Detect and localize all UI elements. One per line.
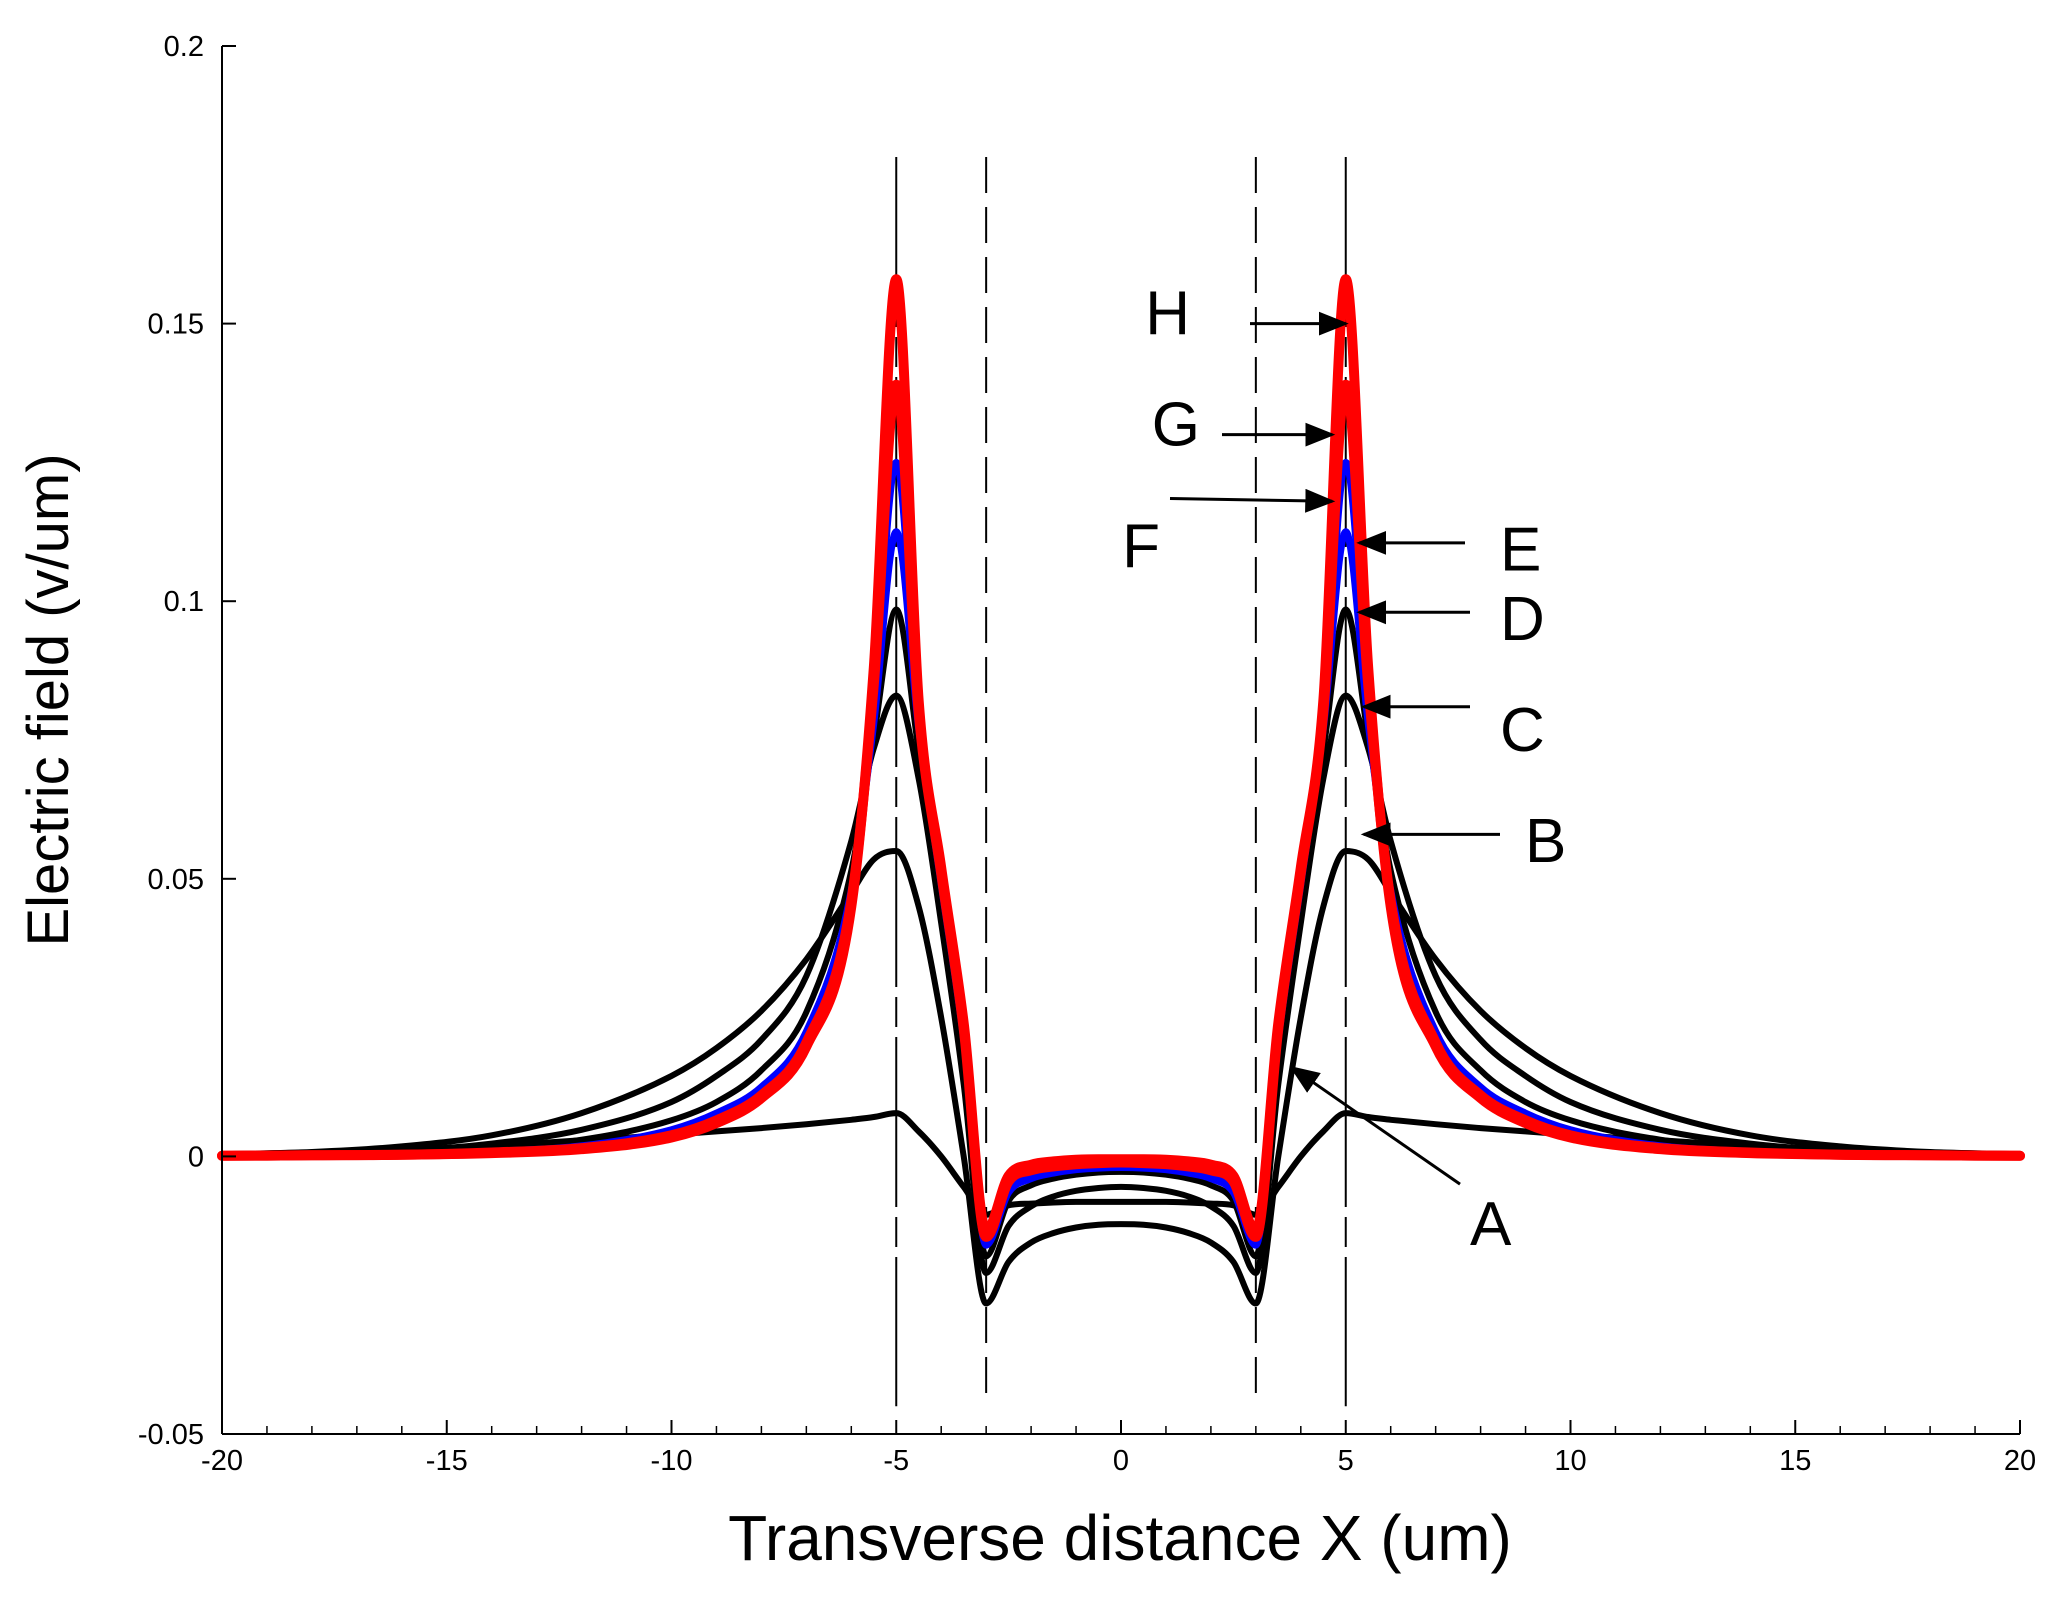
annotation-label-e: E	[1500, 515, 1541, 584]
x-tick-label: 10	[1554, 1445, 1586, 1477]
curves	[217, 274, 2025, 1307]
y-tick-label: 0.05	[148, 864, 204, 896]
annotation-label-g: G	[1152, 391, 1200, 460]
annotation-label-b: B	[1525, 807, 1566, 876]
x-axis-title: Transverse distance X (um)	[728, 1502, 1512, 1574]
annotation-arrow-f	[1169, 488, 1336, 513]
y-tick-label: -0.05	[138, 1419, 204, 1451]
series-b-line	[219, 848, 2023, 1307]
x-tick-label: 20	[2004, 1445, 2036, 1477]
x-tick-label: 5	[1338, 1445, 1354, 1477]
series-c-line	[219, 692, 2023, 1276]
series-a-line	[219, 1110, 2023, 1218]
y-tick-label: 0.1	[164, 586, 204, 618]
annotation-arrow-a	[1289, 1065, 1461, 1186]
x-tick-label: -15	[426, 1445, 468, 1477]
x-tick-label: -5	[883, 1445, 909, 1477]
series-g-line	[217, 379, 2025, 1242]
x-tick-label: 0	[1113, 1445, 1129, 1477]
annotation-label-f: F	[1122, 513, 1160, 582]
y-tick-label: 0	[188, 1141, 204, 1173]
x-tick-label: -20	[201, 1445, 243, 1477]
series-f-line	[218, 458, 2024, 1246]
annotation-label-d: D	[1500, 585, 1545, 654]
reference-lines	[895, 157, 1347, 1407]
annotation-label-c: C	[1500, 696, 1545, 765]
x-tick-label: -10	[651, 1445, 693, 1477]
x-tick-label: 15	[1779, 1445, 1811, 1477]
y-axis-title: Electric field (v/um)	[16, 453, 81, 946]
series-d-line	[219, 606, 2023, 1260]
axes: -20 -15 -10 -5 0 5 10 15 20 -0.05 0 0.05 0.1 0.15 0.2	[138, 31, 2036, 1477]
annotation-label-h: H	[1145, 279, 1190, 348]
y-tick-label: 0.15	[148, 309, 204, 341]
annotation-label-a: A	[1470, 1190, 1512, 1259]
series-h-line	[217, 274, 2025, 1237]
y-tick-label: 0.2	[164, 31, 204, 63]
